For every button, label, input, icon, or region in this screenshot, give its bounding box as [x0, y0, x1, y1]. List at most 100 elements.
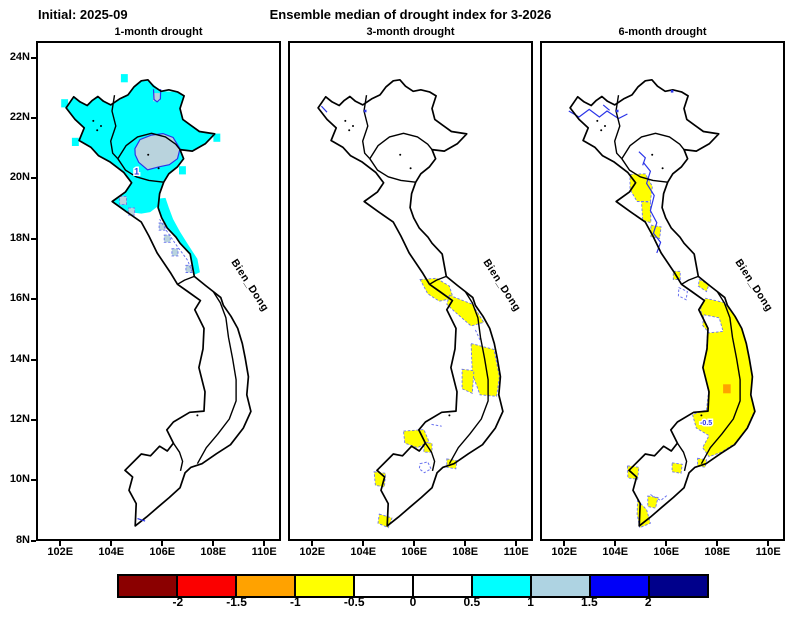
colorbar-tick-label: -1.5 — [226, 595, 247, 609]
map-svg-3-month: Bien_Dong — [317, 78, 523, 529]
lat-tick-mark — [31, 358, 36, 361]
station-dot — [344, 119, 347, 122]
initial-date-label: Initial: 2025-09 — [38, 7, 128, 22]
shaded-region — [134, 133, 180, 170]
region-boundary — [621, 132, 685, 160]
lon-tick-label: 106E — [653, 546, 680, 558]
contour-label: 1 — [134, 166, 139, 176]
lon-tick-label: 102E — [299, 546, 326, 558]
contour-mark — [363, 109, 367, 113]
contour-line — [602, 104, 610, 111]
lat-tick-mark — [31, 56, 36, 59]
lat-tick-label: 22N — [9, 111, 30, 123]
station-dot — [399, 153, 402, 156]
station-dot — [700, 414, 703, 417]
region-boundary — [117, 158, 164, 183]
colorbar-tick-label: 0.5 — [463, 595, 481, 609]
panel-title-6-month: 6-month drought — [618, 26, 707, 38]
lat-tick-label: 16N — [9, 292, 30, 305]
lon-tick-label: 108E — [704, 546, 731, 558]
contour-line — [474, 329, 481, 342]
shaded-cell — [153, 93, 160, 102]
shaded-cell — [171, 248, 179, 257]
region-boundary — [362, 95, 371, 160]
colorbar-tick-label: -2 — [172, 595, 184, 609]
lon-tick-mark — [362, 541, 365, 546]
lon-tick-label: 104E — [98, 546, 125, 558]
station-dot — [661, 167, 664, 170]
country-outline — [569, 78, 756, 527]
station-dot — [600, 129, 603, 132]
colorbar-cell — [237, 576, 296, 596]
sea-label: Bien_Dong — [228, 257, 271, 314]
region-boundary — [681, 275, 699, 285]
shaded-cell — [120, 74, 128, 83]
colorbar-cell — [414, 576, 473, 596]
colorbar — [117, 574, 709, 598]
contour-mark — [137, 518, 146, 522]
lat-tick-label: 8N — [15, 533, 30, 546]
region-boundary — [700, 291, 741, 465]
contour-line — [677, 286, 688, 301]
map-panel-3-month: Bien_Dong — [288, 41, 533, 541]
region-boundary — [177, 275, 195, 285]
contour-line — [134, 132, 181, 171]
lat-tick-mark — [31, 117, 36, 119]
lat-tick-mark — [31, 539, 36, 542]
colorbar-tick-label: -0.5 — [343, 595, 365, 609]
shaded-region — [158, 197, 200, 276]
map-svg-6-month: -0.5 Bien_Dong — [568, 78, 775, 529]
figure-title: Ensemble median of drought index for 3-2… — [269, 7, 552, 22]
lon-tick-mark — [716, 541, 719, 546]
region-boundary — [117, 132, 181, 160]
lat-tick-label: 14N — [9, 352, 30, 365]
shaded-cell — [213, 133, 221, 142]
shaded-region — [697, 278, 710, 293]
lon-tick-label: 108E — [200, 546, 227, 558]
station-dot — [100, 125, 102, 127]
station-dot — [92, 119, 95, 122]
station-dot — [448, 414, 451, 417]
contour-mark — [670, 90, 674, 93]
station-dot — [604, 125, 606, 127]
station-dot — [96, 129, 99, 132]
contour-line — [159, 218, 193, 272]
colorbar-cell — [650, 576, 707, 596]
lat-tick-label: 18N — [9, 231, 30, 244]
contour-line — [418, 461, 432, 474]
lon-tick-mark — [161, 541, 164, 546]
map-svg-1-month: 1 Bien_Dong — [61, 74, 271, 527]
lon-tick-mark — [515, 541, 518, 546]
region-boundary — [172, 442, 184, 472]
station-dot — [651, 153, 654, 156]
lon-tick-label: 106E — [401, 546, 428, 558]
lon-tick-mark — [263, 541, 266, 546]
panel-title-1-month: 1-month drought — [114, 26, 203, 38]
contour-line — [650, 494, 669, 502]
colorbar-tick-label: 1 — [527, 595, 534, 609]
colorbar-cell — [532, 576, 591, 596]
shaded-cell — [185, 264, 193, 273]
lon-tick-mark — [110, 541, 113, 546]
shaded-region — [446, 294, 485, 327]
shaded-region — [641, 201, 652, 224]
lon-tick-label: 108E — [452, 546, 479, 558]
shaded-cell — [128, 207, 136, 216]
region-boundary — [621, 158, 668, 183]
region-boundary — [448, 291, 489, 465]
shaded-cell — [179, 166, 186, 175]
lon-tick-mark — [767, 541, 770, 546]
shaded-region — [723, 384, 731, 394]
shaded-cell — [119, 195, 127, 206]
shaded-region — [629, 173, 653, 202]
contour-mark — [320, 105, 328, 113]
lon-tick-label: 110E — [503, 546, 529, 558]
lon-tick-mark — [59, 541, 62, 546]
lon-tick-mark — [212, 541, 215, 546]
shaded-cell — [71, 137, 79, 146]
contour-label: -0.5 — [700, 420, 712, 427]
station-dot — [409, 167, 412, 170]
region-boundary — [196, 291, 237, 465]
lon-tick-mark — [665, 541, 668, 546]
map-panel-1-month: 1 Bien_Dong — [36, 41, 281, 541]
